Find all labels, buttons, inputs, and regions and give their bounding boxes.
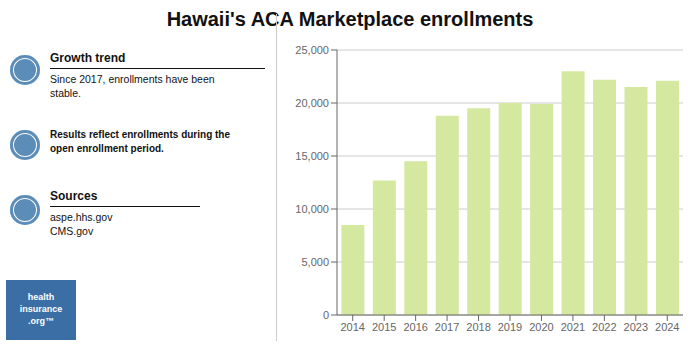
svg-text:2020: 2020 [529,321,553,333]
svg-text:15,000: 15,000 [295,150,329,162]
svg-text:2021: 2021 [561,321,585,333]
svg-text:2022: 2022 [592,321,616,333]
svg-text:2024: 2024 [655,321,679,333]
svg-text:20,000: 20,000 [295,97,329,109]
html-text:Growth trend: Growth trend [50,51,126,65]
svg-text:2014: 2014 [340,321,364,333]
html-text:Sources: Sources [50,189,98,203]
svg-text:2017: 2017 [435,321,459,333]
html-text:Results reflect enrollments du: Results reflect enrollments during the o… [50,129,230,154]
html-text:Since 2017, enrollments have b: Since 2017, enrollments have been stable… [50,73,215,100]
svg-text:2023: 2023 [624,321,648,333]
svg-text:5,000: 5,000 [301,256,329,268]
html-text:aspe.hhs.gov CMS.gov: aspe.hhs.gov CMS.gov [50,211,113,238]
svg-text:0: 0 [323,309,329,321]
svg-text:25,000: 25,000 [295,44,329,56]
svg-text:2019: 2019 [498,321,522,333]
svg-text:10,000: 10,000 [295,203,329,215]
html-text:health insurance .org™: health insurance .org™ [19,292,63,326]
svg-text:2018: 2018 [466,321,490,333]
svg-text:2016: 2016 [403,321,427,333]
svg-text:2015: 2015 [372,321,396,333]
html-text:Hawaii's ACA Marketplace enrol: Hawaii's ACA Marketplace enrollments [166,8,534,30]
